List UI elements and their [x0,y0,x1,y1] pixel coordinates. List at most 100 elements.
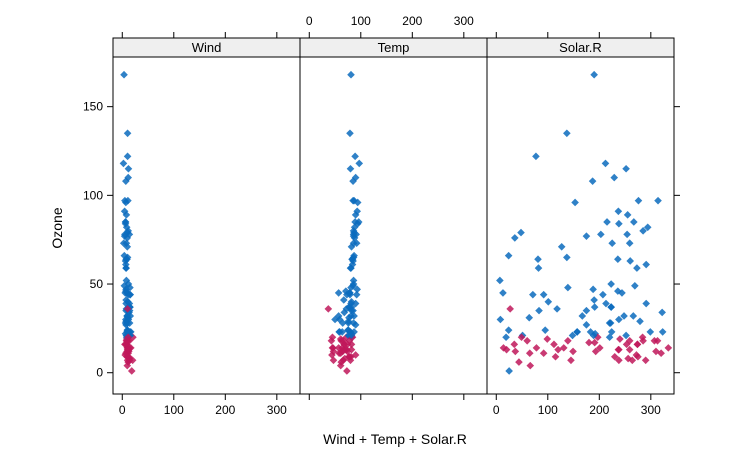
x-tick-label: 100 [164,403,184,417]
data-point [119,159,128,168]
data-point [615,315,623,324]
data-point [610,173,619,182]
data-point [525,349,534,358]
data-point [502,345,511,354]
data-point [525,313,534,322]
data-point [630,218,638,226]
x-tick-label: 0 [493,403,500,417]
data-point [664,344,673,352]
x-tick-label: 300 [454,14,474,28]
panel-wind: Wind [112,37,301,395]
data-point [534,264,543,272]
data-point [344,319,353,327]
data-point [658,328,667,336]
data-point [347,70,355,79]
data-point [334,312,343,320]
data-point [529,290,537,299]
data-point [502,333,510,342]
x-axes: 0 100 200 300 0 100 200 300 0 100 200 300 [119,14,661,417]
data-point [123,305,132,313]
x-tick-label: 100 [538,403,558,417]
data-point [345,336,354,345]
data-point [625,336,634,345]
data-point [563,253,571,262]
data-point [563,129,571,138]
strip-label: Solar.R [559,40,602,55]
data-point [125,230,134,239]
data-point [590,303,599,311]
data-point [129,333,137,342]
data-point [578,312,587,320]
data-point [633,340,642,349]
panel-temp: Temp [299,37,488,395]
strip-label: Temp [378,40,410,55]
data-point [351,173,360,182]
data-point [125,344,134,352]
data-point [122,276,131,285]
data-point [336,349,345,358]
data-point [517,333,526,342]
data-point [510,340,519,349]
data-point [511,347,520,356]
data-point [329,356,338,365]
data-point [121,230,129,239]
data-point [624,354,632,363]
data-point [614,287,622,295]
data-point [123,361,132,370]
data-point [599,290,607,299]
data-point [121,218,130,226]
data-point [122,211,131,219]
data-point [123,234,132,242]
x-tick-label: 0 [306,14,313,28]
data-point [605,319,614,327]
data-point [567,356,575,365]
data-point [352,239,361,248]
data-point [340,308,349,317]
data-point [532,152,540,161]
data-point [355,159,364,168]
data-point [597,230,605,239]
data-point [554,345,562,354]
data-point [324,305,333,313]
data-point [120,70,128,79]
data-point [657,349,665,358]
data-point [122,198,130,207]
data-point [347,340,356,349]
data-point [350,223,359,232]
data-point [559,344,568,352]
data-point [515,358,523,366]
panel-frame [112,56,301,395]
data-point [643,223,652,232]
data-point [622,164,630,173]
data-point [506,305,514,313]
data-point [590,296,598,304]
data-point [539,349,548,358]
data-point [120,207,129,216]
y-tick-label: 100 [83,188,103,202]
data-point [122,287,130,295]
data-point [511,234,519,242]
x-tick-label: 100 [351,14,371,28]
data-point [623,230,631,239]
data-point [504,326,513,334]
data-point [550,340,558,349]
data-point [615,219,623,228]
data-point [557,242,566,251]
data-point [541,326,550,334]
data-point [124,352,132,361]
data-point [585,338,593,347]
data-point [544,297,553,306]
y-tick-label: 50 [90,277,104,291]
data-point [119,239,128,248]
data-point [344,326,353,334]
data-point [523,336,531,345]
strip-label: Wind [192,40,222,55]
data-point [553,305,561,313]
data-point [338,328,347,336]
data-point [351,152,359,161]
data-point [339,356,348,365]
data-point [628,356,637,365]
data-point [346,164,355,173]
data-point [614,345,623,354]
